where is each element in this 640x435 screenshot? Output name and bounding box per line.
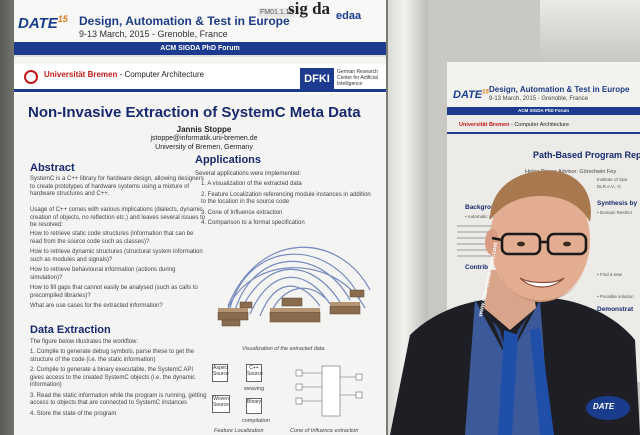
list-item: How to retrieve static code structures (…: [30, 231, 194, 245]
binary-box: Binary: [246, 398, 262, 414]
applications-intro: Several applications were implemented:: [195, 171, 302, 177]
right-demo-heading: Demonstrat: [597, 306, 634, 313]
right-conference-dates: 9-13 March, 2015 - Grenoble, France: [489, 96, 589, 102]
right-contrib-heading: Contrib: [465, 264, 489, 271]
workflow-steps: 1. Compile to generate debug symbols, pa…: [30, 349, 208, 421]
list-item: How to fill gaps that cannot easily be a…: [30, 285, 198, 299]
aspect-source-box: Aspect Source: [212, 364, 229, 382]
header-stripe: [14, 89, 386, 92]
forum-bar: ACM SIGDA PhD Forum: [14, 42, 386, 55]
hair: [490, 170, 591, 222]
list-item: 4. Comparison to a formal specification: [201, 220, 305, 226]
cpp-source-box: C++ Source: [246, 364, 263, 382]
list-item: 1. A visualization of the extracted data: [201, 181, 302, 187]
wall-left-edge: [0, 0, 16, 435]
list-item: 2. Feature Localization referencing modu…: [201, 191, 371, 206]
right-affiliation-1: Institute of Spa: [597, 177, 628, 182]
cone-of-influence-diagram: [295, 365, 363, 417]
conference-title: Design, Automation & Test in Europe: [79, 14, 290, 28]
weaving-label: weaving: [244, 386, 265, 392]
list-item: 2. Compile to generate a binary executab…: [30, 367, 196, 388]
visualization-figure: [217, 246, 371, 327]
abstract-question-list: How to retrieve static code structures (…: [30, 231, 206, 314]
list-item: How to retrieve behavioural information …: [30, 267, 176, 281]
right-header-stripe: [447, 132, 640, 134]
poster-title: Non-Invasive Extraction of SystemC Meta …: [28, 104, 361, 121]
coi-caption: Cone of Influence extraction: [290, 428, 359, 434]
visualization-caption: Visualization of the extracted data: [242, 346, 325, 352]
list-item: 1. Compile to generate debug symbols, pa…: [30, 349, 195, 363]
right-synthesis-heading: Synthesis by: [597, 200, 638, 207]
right-conference-banner: DATE15 Design, Automation & Test in Euro…: [447, 62, 640, 107]
person-photo: [390, 170, 640, 435]
abstract-paragraph-1: SystemC is a C++ library for hardware de…: [30, 176, 204, 197]
right-forum-bar: ACM SIGDA PhD Forum: [447, 107, 640, 115]
applications-heading: Applications: [195, 154, 262, 166]
list-item: 4. Store the state of the program: [30, 410, 117, 417]
data-extraction-intro: The figure below illustrates the workflo…: [30, 339, 139, 345]
glasses-icon: [491, 232, 588, 256]
sigda-logo: sig da: [288, 0, 331, 18]
applications-list: 1. A visualization of the extracted data…: [201, 181, 373, 231]
lanyard-badge-text: DATE: [593, 402, 615, 411]
right-snippet-2: • Domain Restrict: [597, 210, 632, 215]
right-date-logo: DATE15: [453, 89, 489, 101]
edaa-logo: edaa: [336, 10, 362, 22]
feature-localization-caption: Feature Localization: [214, 428, 264, 434]
list-item: 3. Cone of Influence extraction: [201, 209, 283, 216]
data-extraction-heading: Data Extraction: [30, 324, 111, 336]
right-poster-title: Path-Based Program Repai: [533, 150, 640, 160]
dfki-logo: DFKI German Research Center for Artifici…: [300, 68, 380, 92]
list-item: How to retrieve dynamic structures (stru…: [30, 249, 203, 263]
date-lanyard-badge: [586, 396, 630, 420]
abstract-paragraph-2: Usage of C++ comes with various implicat…: [30, 207, 206, 228]
woven-source-box: Woven Source: [212, 395, 230, 413]
main-poster: DATE15 Design, Automation & Test in Euro…: [14, 0, 386, 435]
author-affiliation: University of Bremen, Germany: [155, 144, 253, 151]
lanyard-strap: [498, 330, 518, 435]
right-background-heading: Backgroun: [465, 204, 499, 211]
right-poster-authors: Heinz Riener Advisor: Görschwin Fey: [525, 169, 617, 175]
compilation-label: compilation: [242, 418, 270, 424]
right-snippet-1: • Automatic prog: [465, 214, 498, 219]
right-university-name: Universität Bremen - Computer Architectu…: [459, 122, 570, 128]
poster-code: FM01.1.18: [258, 8, 296, 17]
author-name: Jannis Stoppe: [176, 125, 232, 134]
author-block: Jannis Stoppe jstoppe@informatik.uni-bre…: [124, 125, 284, 152]
right-affiliation-2: DLR e.V., G: [597, 184, 621, 189]
right-conference-title: Design, Automation & Test in Europe: [489, 85, 630, 94]
list-item: 3. Read the static information while the…: [30, 392, 207, 407]
date-logo: DATE15: [18, 14, 68, 32]
right-snippet-4: • Possible solution: [597, 294, 634, 299]
conference-dates: 9-13 March, 2015 - Grenoble, France: [79, 29, 228, 39]
conference-banner: DATE15 Design, Automation & Test in Euro…: [14, 0, 386, 57]
dfki-text: German Research Center for Artificial In…: [337, 69, 378, 87]
right-snippet-3: • Find a new: [597, 272, 622, 277]
author-email: jstoppe@informatik.uni-bremen.de: [150, 135, 258, 142]
abstract-heading: Abstract: [30, 162, 75, 174]
dfki-mark: DFKI: [300, 68, 334, 90]
ceiling-light-glare: [540, 0, 640, 60]
university-logo-icon: [24, 70, 38, 84]
list-item: What are use cases for the extracted inf…: [30, 303, 163, 309]
university-name: Universität Bremen - Computer Architectu…: [44, 70, 205, 79]
